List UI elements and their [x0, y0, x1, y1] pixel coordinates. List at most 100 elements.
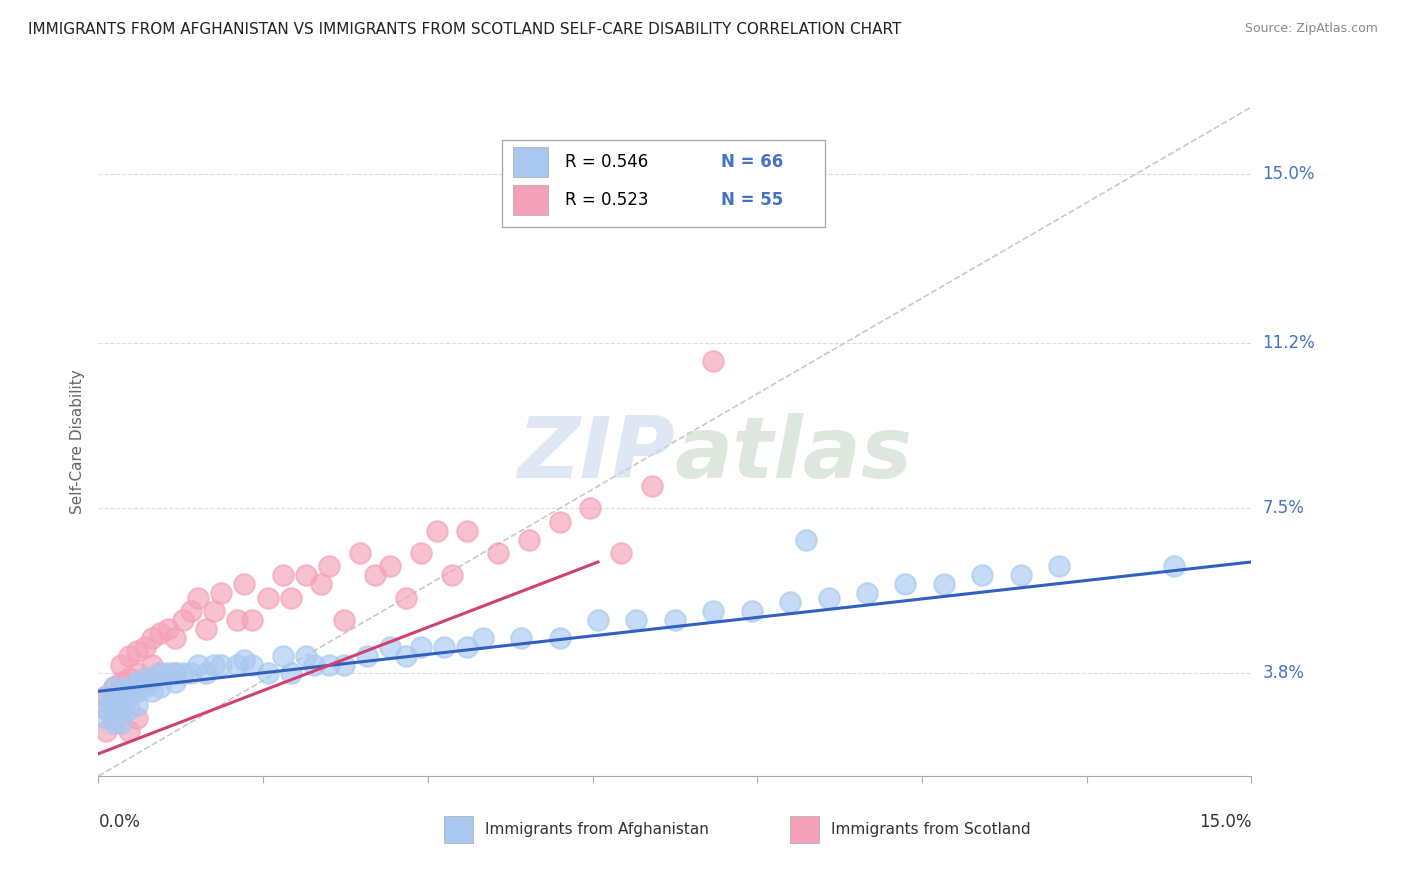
- Point: [187, 591, 209, 605]
- Point: [856, 586, 879, 600]
- Text: N = 66: N = 66: [721, 153, 783, 171]
- Point: [225, 613, 247, 627]
- Text: N = 55: N = 55: [721, 192, 783, 210]
- Text: R = 0.546: R = 0.546: [565, 153, 648, 171]
- Point: [586, 613, 609, 627]
- Point: [411, 546, 433, 560]
- Point: [894, 577, 917, 591]
- Point: [125, 711, 148, 725]
- Point: [548, 515, 571, 529]
- Point: [103, 702, 125, 716]
- Point: [187, 657, 209, 672]
- Point: [817, 591, 839, 605]
- Point: [510, 631, 533, 645]
- Point: [202, 657, 225, 672]
- Point: [94, 689, 117, 703]
- Point: [103, 711, 125, 725]
- Y-axis label: Self-Care Disability: Self-Care Disability: [69, 369, 84, 514]
- Point: [134, 675, 156, 690]
- Text: ZIP: ZIP: [517, 413, 675, 497]
- Point: [134, 671, 156, 685]
- Point: [110, 715, 132, 730]
- Bar: [513, 186, 548, 216]
- Point: [110, 702, 132, 716]
- Point: [517, 533, 540, 547]
- Point: [209, 586, 232, 600]
- Point: [295, 648, 318, 663]
- Point: [94, 711, 117, 725]
- Point: [103, 680, 125, 694]
- Point: [125, 666, 148, 681]
- Point: [741, 604, 763, 618]
- Point: [103, 689, 125, 703]
- Point: [165, 675, 187, 690]
- Point: [165, 666, 187, 681]
- Text: IMMIGRANTS FROM AFGHANISTAN VS IMMIGRANTS FROM SCOTLAND SELF-CARE DISABILITY COR: IMMIGRANTS FROM AFGHANISTAN VS IMMIGRANT…: [28, 22, 901, 37]
- Point: [141, 631, 163, 645]
- Point: [333, 613, 356, 627]
- Point: [932, 577, 955, 591]
- Text: 7.5%: 7.5%: [1263, 500, 1305, 517]
- Bar: [790, 816, 818, 843]
- Point: [225, 657, 247, 672]
- Text: 15.0%: 15.0%: [1263, 165, 1315, 183]
- Point: [426, 524, 449, 538]
- Point: [110, 693, 132, 707]
- Point: [165, 631, 187, 645]
- Point: [134, 680, 156, 694]
- Point: [156, 666, 179, 681]
- Point: [118, 724, 141, 739]
- Point: [579, 501, 602, 516]
- Point: [271, 648, 294, 663]
- Point: [149, 680, 172, 694]
- Point: [1163, 559, 1185, 574]
- FancyBboxPatch shape: [502, 140, 825, 227]
- Point: [103, 689, 125, 703]
- Point: [641, 479, 664, 493]
- Point: [271, 568, 294, 582]
- Text: 11.2%: 11.2%: [1263, 334, 1315, 352]
- Point: [456, 640, 478, 654]
- Point: [202, 604, 225, 618]
- Point: [972, 568, 994, 582]
- Text: Immigrants from Scotland: Immigrants from Scotland: [831, 822, 1031, 837]
- Point: [318, 657, 340, 672]
- Point: [125, 644, 148, 658]
- Point: [110, 675, 132, 690]
- Point: [103, 715, 125, 730]
- Point: [456, 524, 478, 538]
- Point: [156, 622, 179, 636]
- Point: [295, 568, 318, 582]
- Point: [240, 613, 263, 627]
- Point: [349, 546, 371, 560]
- Point: [125, 698, 148, 712]
- Point: [141, 671, 163, 685]
- Point: [233, 577, 256, 591]
- Point: [195, 666, 218, 681]
- Point: [172, 666, 194, 681]
- Point: [311, 577, 333, 591]
- Bar: [444, 816, 474, 843]
- Point: [411, 640, 433, 654]
- Point: [94, 702, 117, 716]
- Point: [356, 648, 378, 663]
- Point: [380, 640, 402, 654]
- Point: [794, 533, 817, 547]
- Point: [233, 653, 256, 667]
- Point: [118, 702, 141, 716]
- Text: R = 0.523: R = 0.523: [565, 192, 648, 210]
- Point: [125, 684, 148, 698]
- Text: 15.0%: 15.0%: [1199, 813, 1251, 830]
- Point: [256, 591, 278, 605]
- Point: [172, 613, 194, 627]
- Point: [626, 613, 648, 627]
- Point: [110, 702, 132, 716]
- Point: [149, 626, 172, 640]
- Text: 3.8%: 3.8%: [1263, 665, 1305, 682]
- Point: [118, 689, 141, 703]
- Point: [702, 604, 724, 618]
- Point: [240, 657, 263, 672]
- Point: [134, 640, 156, 654]
- Point: [103, 680, 125, 694]
- Point: [110, 684, 132, 698]
